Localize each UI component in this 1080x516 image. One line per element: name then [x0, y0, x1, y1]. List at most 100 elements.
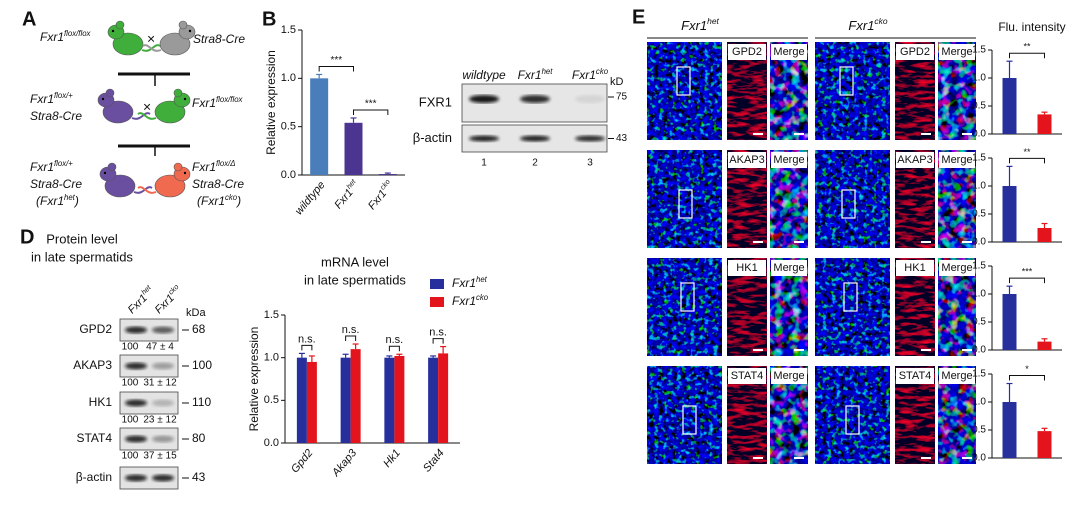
column-header: Fxr1cko [848, 16, 887, 33]
mouse-ear [105, 88, 115, 98]
roi-box [845, 405, 860, 435]
y-tick-label: 1.5 [264, 309, 279, 321]
chart-title: mRNA level [321, 254, 389, 269]
marker-label: 75 [616, 92, 628, 103]
roi-box [682, 405, 697, 435]
legend-swatch [430, 279, 444, 289]
significance-bracket [1009, 375, 1045, 381]
chart-title: Flu. intensity [998, 20, 1065, 34]
blot-band [469, 135, 499, 142]
roi-box [680, 282, 695, 312]
stain-label-box [939, 260, 975, 276]
mouse-tail [137, 186, 157, 194]
panel-title: in late spermatids [31, 249, 133, 264]
chart-subtitle: in late spermatids [304, 272, 406, 287]
cross-sign: × [143, 99, 151, 115]
mouse-tail [137, 112, 157, 120]
stain-label: GPD2 [732, 46, 762, 58]
stain-label-box [771, 152, 807, 168]
mouse-ear [173, 88, 183, 98]
quant-label: 37 ± 15 [143, 451, 177, 462]
significance-bracket [388, 345, 400, 352]
stain-label-box [939, 368, 975, 384]
y-tick-label: 1.5 [972, 369, 986, 380]
mouse-tail [141, 44, 161, 52]
stain-label-box [728, 260, 766, 276]
micrograph [647, 150, 722, 248]
bar [378, 174, 397, 175]
mouse-icon [142, 20, 196, 56]
quant-label: 47 ± 4 [146, 342, 174, 353]
blot-band [152, 435, 174, 443]
bar [438, 353, 449, 443]
significance-label: n.s. [342, 324, 360, 336]
marker-label: 68 [192, 322, 206, 336]
y-tick-label: 0.0 [972, 129, 986, 140]
blot-band [469, 95, 499, 103]
bar [1037, 341, 1052, 350]
mouse-body [154, 174, 186, 198]
mouse-eye [111, 29, 115, 33]
x-tick-label: Akap3 [329, 446, 359, 479]
bar [1037, 114, 1052, 134]
label: Fxr1flox/Δ [192, 159, 236, 175]
significance-label: n.s. [429, 326, 447, 338]
blot-label: AKAP3 [73, 358, 112, 372]
bar [384, 357, 395, 443]
stain-label: Merge [773, 46, 804, 58]
stain-label: GPD2 [900, 46, 930, 58]
stain-label: Merge [941, 262, 972, 274]
lane-label: wildtype [462, 68, 506, 82]
y-tick-label: 1.0 [972, 181, 986, 192]
x-tick-label: wildtype [293, 179, 328, 217]
stain-label: Merge [773, 262, 804, 274]
cross-sign: × [147, 31, 155, 47]
stain-label: Merge [773, 370, 804, 382]
mouse-body [112, 32, 144, 56]
y-tick-label: 0.0 [972, 345, 986, 356]
stain-label-box [728, 44, 766, 60]
x-tick-label: Fxr1het [331, 177, 363, 211]
mouse-eye [103, 171, 107, 175]
stain-label: AKAP3 [729, 154, 764, 166]
bar [310, 78, 329, 175]
marker-label: 110 [192, 395, 211, 409]
x-tick-label: Hk1 [381, 447, 403, 470]
blot-band [125, 474, 147, 482]
stain-label-box [771, 368, 807, 384]
bar [306, 361, 317, 443]
stain-label-box [728, 368, 766, 384]
blot-band [125, 326, 147, 334]
stain-label: STAT4 [899, 370, 932, 382]
y-tick-label: 1.0 [281, 72, 296, 84]
y-tick-label: 0.5 [972, 209, 986, 220]
blot-band [152, 362, 174, 370]
y-tick-label: 0.0 [972, 453, 986, 464]
lane-number: 3 [587, 158, 593, 169]
y-tick-label: 0.5 [281, 121, 296, 133]
y-tick-label: 1.0 [972, 397, 986, 408]
bar [1002, 78, 1017, 134]
mouse-body [102, 100, 134, 124]
blot-band [520, 135, 550, 142]
panel-letter: B [262, 8, 276, 30]
label: Stra8-Cre [192, 177, 244, 191]
blot-strip [461, 83, 608, 123]
quant-label: 23 ± 12 [143, 415, 177, 426]
blot-label: β-actin [76, 470, 112, 484]
significance-bracket [353, 109, 389, 115]
label: Fxr1flox/+ [30, 91, 73, 107]
stain-label-box [771, 260, 807, 276]
stain-label-box [896, 368, 934, 384]
stain-label-box [896, 260, 934, 276]
stain-label-box [896, 152, 934, 168]
bar [340, 357, 351, 443]
y-axis-label: Relative expression [264, 50, 278, 155]
legend-label: Fxr1cko [452, 293, 489, 309]
significance-bracket [1009, 277, 1045, 284]
x-tick-label: Gpd2 [289, 447, 315, 475]
mouse-ear [107, 162, 117, 172]
micrograph [815, 150, 890, 248]
significance-label: ** [1023, 42, 1031, 52]
